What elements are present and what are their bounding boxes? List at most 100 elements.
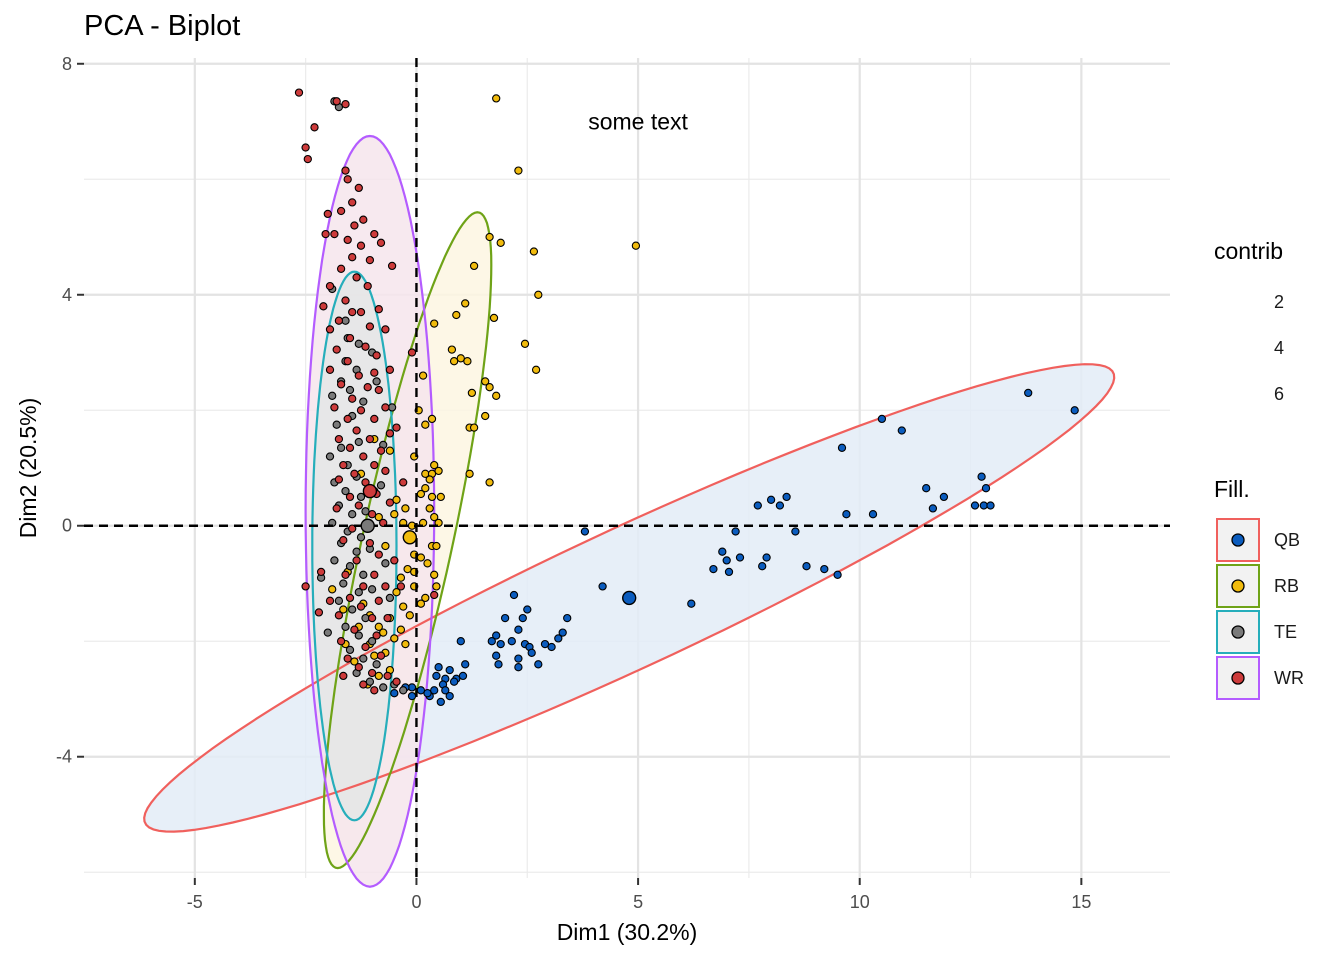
point-rb bbox=[469, 423, 479, 432]
point-wr bbox=[363, 383, 372, 392]
legend-key-point-rb bbox=[1231, 579, 1245, 593]
point-rb bbox=[350, 657, 359, 666]
point-rb bbox=[385, 446, 395, 455]
reference-lines bbox=[84, 58, 1170, 878]
point-rb bbox=[427, 414, 437, 424]
point-qb bbox=[563, 613, 572, 623]
point-te bbox=[372, 660, 381, 669]
point-rb bbox=[339, 605, 348, 614]
legend-fill-keys bbox=[1216, 518, 1260, 700]
legend-key-border-rb bbox=[1216, 564, 1260, 608]
point-wr bbox=[399, 478, 408, 487]
point-rb bbox=[390, 510, 399, 519]
point-wr bbox=[350, 469, 359, 478]
point-rb bbox=[381, 541, 390, 551]
point-wr bbox=[356, 307, 366, 317]
confidence-ellipses bbox=[143, 134, 1116, 888]
point-wr bbox=[336, 380, 346, 389]
point-qb bbox=[523, 605, 532, 614]
point-qb bbox=[753, 501, 762, 510]
legend-key-point-te bbox=[1231, 625, 1245, 639]
point-rb bbox=[485, 232, 494, 242]
point-wr bbox=[350, 221, 359, 230]
point-wr bbox=[370, 368, 379, 377]
point-qb bbox=[782, 492, 791, 502]
point-wr bbox=[334, 316, 344, 325]
point-qb bbox=[928, 504, 938, 513]
point-wr bbox=[381, 466, 390, 476]
point-rb bbox=[430, 460, 439, 470]
point-qb bbox=[820, 564, 829, 574]
point-qb bbox=[687, 599, 696, 608]
point-wr bbox=[359, 452, 368, 461]
point-qb bbox=[979, 501, 988, 510]
point-qb bbox=[445, 691, 454, 701]
point-wr bbox=[294, 88, 304, 97]
point-te bbox=[336, 443, 346, 452]
centroid-qb bbox=[622, 590, 637, 606]
point-qb bbox=[500, 613, 510, 623]
point-wr bbox=[396, 582, 406, 591]
point-wr bbox=[356, 602, 366, 611]
legend-fill-label-rb: RB bbox=[1274, 576, 1300, 596]
point-qb bbox=[986, 501, 995, 510]
point-wr bbox=[301, 582, 310, 591]
point-wr bbox=[354, 183, 363, 193]
point-wr bbox=[430, 590, 439, 600]
point-qb bbox=[458, 671, 468, 681]
point-wr bbox=[361, 342, 370, 351]
point-qb bbox=[722, 556, 731, 565]
point-qb bbox=[1024, 388, 1033, 398]
point-qb bbox=[430, 686, 439, 695]
point-rb bbox=[421, 420, 430, 429]
point-wr bbox=[370, 460, 379, 470]
point-qb bbox=[547, 642, 556, 652]
point-wr bbox=[332, 97, 341, 106]
point-rb bbox=[390, 634, 399, 643]
point-wr bbox=[316, 567, 326, 577]
point-wr bbox=[383, 613, 392, 623]
point-te bbox=[323, 628, 332, 637]
point-wr bbox=[341, 166, 350, 175]
point-wr bbox=[387, 261, 397, 271]
point-rb bbox=[529, 247, 539, 256]
point-wr bbox=[303, 154, 312, 164]
legend-contrib-item: 4 bbox=[1274, 338, 1285, 358]
ellipse-rb bbox=[322, 211, 493, 870]
chart-title: PCA - Biplot bbox=[84, 10, 241, 42]
point-te bbox=[354, 631, 363, 640]
point-qb bbox=[802, 562, 811, 571]
point-wr bbox=[352, 556, 361, 565]
point-wr bbox=[336, 206, 346, 216]
point-wr bbox=[361, 642, 370, 652]
point-qb bbox=[1070, 406, 1079, 415]
point-qb bbox=[731, 527, 740, 536]
point-rb bbox=[430, 512, 439, 522]
point-te bbox=[359, 654, 368, 663]
point-rb bbox=[425, 504, 434, 513]
point-qb bbox=[837, 443, 847, 452]
x-tick-label: -5 bbox=[187, 892, 203, 912]
point-wr bbox=[348, 307, 357, 317]
point-wr bbox=[407, 348, 417, 357]
point-qb bbox=[407, 691, 417, 701]
point-wr bbox=[354, 371, 363, 380]
point-qb bbox=[492, 631, 501, 640]
point-wr bbox=[321, 229, 330, 239]
point-wr bbox=[363, 281, 372, 291]
group-centroids: some text bbox=[360, 109, 689, 606]
point-te bbox=[339, 579, 348, 588]
point-rb bbox=[392, 588, 401, 597]
point-wr bbox=[339, 671, 348, 681]
point-rb bbox=[481, 411, 490, 421]
point-qb bbox=[554, 634, 563, 643]
point-wr bbox=[356, 406, 366, 415]
point-te bbox=[356, 492, 366, 502]
point-wr bbox=[376, 238, 386, 247]
point-wr bbox=[348, 198, 357, 207]
point-rb bbox=[416, 599, 426, 608]
point-rb bbox=[463, 357, 472, 366]
point-wr bbox=[356, 241, 366, 250]
legend-key-point-qb bbox=[1231, 533, 1245, 547]
point-wr bbox=[343, 235, 352, 245]
